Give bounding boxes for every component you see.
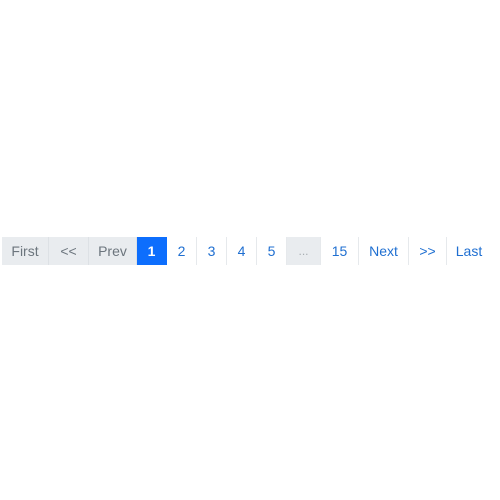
- prev-page-button: Prev: [89, 237, 137, 265]
- page-15-button[interactable]: 15: [321, 237, 359, 265]
- last-page-button[interactable]: Last: [447, 237, 491, 265]
- page-5-button[interactable]: 5: [257, 237, 287, 265]
- first-page-button: First: [2, 237, 49, 265]
- jump-forward-button[interactable]: >>: [409, 237, 447, 265]
- page-4-button[interactable]: 4: [227, 237, 257, 265]
- page-2-button[interactable]: 2: [167, 237, 197, 265]
- page-1-button[interactable]: 1: [137, 237, 167, 265]
- next-page-button[interactable]: Next: [359, 237, 409, 265]
- jump-back-button: <<: [49, 237, 89, 265]
- pagination-ellipsis: ...: [287, 237, 321, 265]
- pagination: First << Prev 1 2 3 4 5 ... 15 Next >> L…: [2, 237, 491, 265]
- page-3-button[interactable]: 3: [197, 237, 227, 265]
